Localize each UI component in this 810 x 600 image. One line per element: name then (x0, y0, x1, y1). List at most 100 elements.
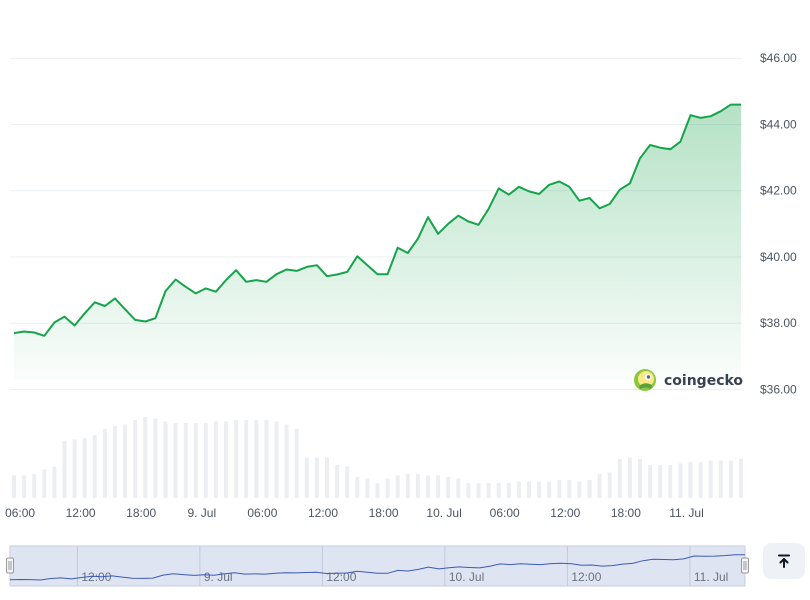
x-tick-label: 06:00 (5, 506, 35, 520)
range-navigator[interactable]: 12:00 9. Jul 12:00 10. Jul 12:00 11. Jul (6, 545, 749, 587)
volume-bar (395, 475, 400, 498)
volume-bar (355, 477, 360, 498)
volume-bar (183, 423, 188, 498)
price-line (13, 103, 741, 337)
volume-bar (375, 483, 380, 498)
volume-bar (274, 421, 279, 498)
volume-bar (385, 478, 390, 498)
volume-bar (516, 481, 521, 498)
navigator-line (9, 554, 745, 581)
volume-bar (547, 481, 552, 498)
volume-bar (314, 457, 319, 498)
volume-bar (698, 462, 703, 498)
navigator-right-handle[interactable] (741, 557, 749, 574)
volume-bar (718, 460, 723, 498)
volume-bar (264, 420, 269, 498)
volume-bar (173, 423, 178, 498)
volume-bar (405, 474, 410, 498)
volume-bar (678, 463, 683, 498)
x-tick-label: 9. Jul (187, 506, 216, 520)
volume-bar (496, 483, 501, 498)
volume-bar (284, 424, 289, 498)
price-line-series (13, 103, 741, 337)
volume-bar (133, 420, 138, 498)
volume-bar (203, 423, 208, 498)
y-tick-label: $44.00 (760, 117, 797, 131)
navigator-label: 9. Jul (204, 570, 233, 584)
volume-bar (153, 418, 158, 498)
navigator-label: 10. Jul (449, 570, 484, 584)
volume-bar (234, 420, 239, 498)
y-tick-label: $46.00 (760, 51, 797, 65)
volume-bar (345, 466, 350, 498)
volume-bar (607, 472, 612, 498)
volume-bar (294, 429, 299, 498)
coingecko-watermark: coingecko (634, 369, 743, 391)
x-tick-label: 12:00 (66, 506, 96, 520)
volume-bar (567, 480, 572, 498)
volume-bar (52, 466, 57, 498)
volume-bar (638, 459, 642, 498)
volume-bar (254, 420, 259, 498)
volume-bar (415, 474, 420, 498)
volume-bar (22, 475, 27, 498)
volume-bar (32, 474, 37, 498)
x-tick-label: 11. Jul (669, 506, 703, 520)
volume-bars (12, 417, 743, 498)
volume-bar (123, 424, 128, 498)
price-area-fill (14, 104, 741, 380)
volume-bar (335, 465, 340, 498)
navigator-label: 12:00 (571, 570, 601, 584)
x-tick-label: 18:00 (369, 506, 399, 520)
y-axis: $46.00 $44.00 $42.00 $40.00 $38.00 $36.00 (760, 51, 797, 396)
navigator-left-handle[interactable] (6, 557, 14, 574)
volume-bar (466, 483, 471, 498)
volume-bar (658, 465, 663, 498)
navigator-selection[interactable] (9, 545, 746, 587)
x-tick-label: 18:00 (611, 506, 641, 520)
volume-bar (557, 480, 562, 498)
volume-bar (648, 465, 653, 498)
volume-bar (446, 477, 451, 498)
volume-bar (617, 459, 622, 498)
volume-bar (708, 460, 713, 498)
volume-bar (143, 417, 148, 498)
x-tick-label: 18:00 (126, 506, 156, 520)
y-tick-label: $36.00 (760, 382, 797, 396)
volume-bar (244, 420, 249, 498)
volume-bar (506, 483, 511, 498)
x-tick-label: 06:00 (247, 506, 277, 520)
volume-bar (72, 439, 77, 498)
volume-bar (597, 474, 602, 498)
volume-bar (102, 429, 107, 498)
volume-bar (527, 481, 531, 498)
volume-bar (688, 462, 693, 498)
x-tick-label: 10. Jul (426, 506, 461, 520)
volume-bar (92, 435, 97, 498)
volume-bar (486, 483, 491, 498)
brand-name: coingecko (664, 373, 743, 389)
volume-bar (304, 457, 309, 498)
volume-bar (365, 478, 370, 498)
volume-bar (193, 423, 198, 498)
y-tick-label: $40.00 (760, 250, 797, 264)
volume-bar (728, 460, 733, 498)
volume-bar (42, 469, 47, 498)
price-area (14, 104, 741, 380)
volume-bar (627, 457, 632, 498)
volume-bar (577, 481, 582, 498)
navigator-label: 11. Jul (694, 570, 728, 584)
x-tick-label: 12:00 (550, 506, 580, 520)
gecko-logo-icon (634, 369, 656, 391)
scroll-to-top-button[interactable] (763, 543, 805, 579)
navigator-label: 12:00 (81, 570, 111, 584)
volume-bar (739, 459, 743, 498)
volume-bar (587, 480, 592, 498)
volume-bar (213, 421, 218, 498)
volume-bar (436, 475, 441, 498)
volume-bar (537, 481, 542, 498)
y-tick-label: $38.00 (760, 316, 797, 330)
volume-bar (325, 457, 329, 498)
volume-bar (456, 478, 461, 498)
